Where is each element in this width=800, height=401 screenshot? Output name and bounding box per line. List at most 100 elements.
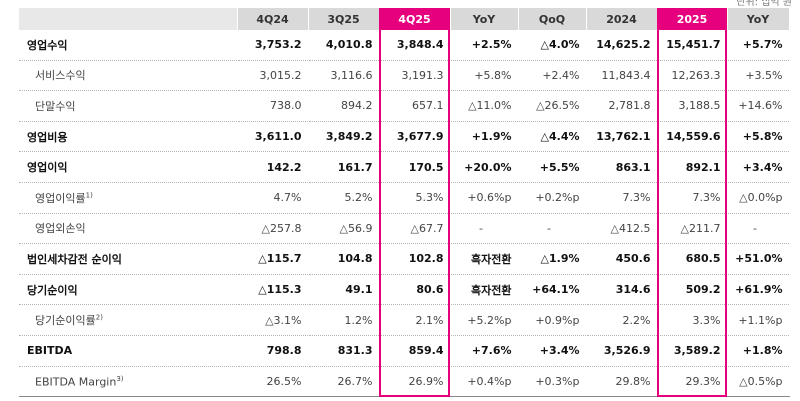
- cell-4q24: 26.5%: [237, 366, 309, 398]
- cell-3q25: 831.3: [308, 335, 380, 367]
- table-row: 영업비용 3,611.0 3,849.2 3,677.9 +1.9% △4.4% 13,76…: [19, 121, 790, 153]
- header-row: 4Q24 3Q25 4Q25 YoY QoQ 2024 2025 YoY: [19, 8, 790, 30]
- cell-yoy-q: -: [450, 213, 519, 245]
- cell-3q25: 5.2%: [308, 182, 380, 214]
- cell-4q25: 657.1: [379, 90, 451, 122]
- cell-qoq: △26.5%: [518, 90, 587, 122]
- cell-4q25: 5.3%: [379, 182, 451, 214]
- table-row: EBITDA 798.8 831.3 859.4 +7.6% +3.4% 3,526.9 3,…: [19, 335, 790, 367]
- cell-3q25: 49.1: [308, 274, 380, 306]
- cell-2024: 13,762.1: [586, 121, 658, 153]
- cell-4q24: △115.3: [237, 274, 309, 306]
- row-label-text: EBITDA Margin: [35, 375, 117, 389]
- row-label: EBITDA Margin3): [19, 366, 238, 398]
- cell-yoy-q: 흑자전환: [450, 274, 519, 306]
- cell-yoy-q: 흑자전환: [450, 243, 519, 275]
- cell-2024: 3,526.9: [586, 335, 658, 367]
- cell-yoy-y: +5.7%: [727, 30, 790, 61]
- header-4q25: 4Q25: [379, 8, 451, 30]
- header-2024: 2024: [586, 8, 658, 30]
- cell-2025: 15,451.7: [657, 30, 728, 61]
- header-4q24: 4Q24: [237, 8, 309, 30]
- table-row: 영업외손익 △257.8 △56.9 △67.7- - △412.5 △211.7-: [19, 213, 790, 245]
- table-row: 영업수익 3,753.2 4,010.8 3,848.4 +2.5% △4.0% 14,62…: [19, 30, 790, 61]
- table-row: 법인세차감전 순이익 △115.7 104.8 102.8 흑자전환 △1.9% 450.6…: [19, 243, 790, 275]
- cell-qoq: +0.3%p: [518, 366, 587, 398]
- row-label: 서비스수익: [19, 60, 238, 92]
- cell-2024: 450.6: [586, 243, 658, 275]
- row-label-text: EBITDA: [27, 344, 73, 358]
- cell-qoq: △1.9%: [518, 243, 587, 275]
- row-label-text: 당기순이익: [27, 283, 78, 297]
- row-label: 영업비용: [19, 121, 238, 153]
- cell-4q25: 26.9%: [379, 366, 451, 398]
- cell-yoy-q: +5.2%p: [450, 304, 519, 336]
- cell-2024: 7.3%: [586, 182, 658, 214]
- cell-4q24: 4.7%: [237, 182, 309, 214]
- cell-yoy-q: +2.5%: [450, 30, 519, 61]
- cell-4q24: △257.8: [237, 213, 309, 245]
- cell-2024: 863.1: [586, 151, 658, 183]
- row-label-text: 영업이익: [27, 161, 68, 175]
- row-label-text: 영업이익률: [35, 191, 86, 205]
- cell-yoy-y: +3.4%: [727, 151, 790, 183]
- cell-4q25: 102.8: [379, 243, 451, 275]
- cell-yoy-q: +5.8%: [450, 60, 519, 92]
- cell-4q24: 3,753.2: [237, 30, 309, 61]
- cell-2024: 14,625.2: [586, 30, 658, 61]
- cell-3q25: 3,116.6: [308, 60, 380, 92]
- cell-4q25: 2.1%: [379, 304, 451, 336]
- cell-yoy-y: +3.5%: [727, 60, 790, 92]
- row-label: 당기순이익률2): [19, 304, 238, 336]
- header-qoq: QoQ: [518, 8, 587, 30]
- cell-4q25: △67.7: [379, 213, 451, 245]
- row-label: 영업이익률1): [19, 182, 238, 214]
- cell-yoy-y: +1.8%: [727, 335, 790, 367]
- cell-qoq: +2.4%: [518, 60, 587, 92]
- cell-2025: 3,589.2: [657, 335, 728, 367]
- cell-qoq: -: [518, 213, 587, 245]
- row-label-text: 법인세차감전 순이익: [27, 252, 122, 266]
- row-label: 당기순이익: [19, 274, 238, 306]
- cell-yoy-q: +0.6%p: [450, 182, 519, 214]
- row-label-text: 영업외손익: [35, 222, 86, 236]
- cell-yoy-y: +61.9%: [727, 274, 790, 306]
- cell-4q25: 3,848.4: [379, 30, 451, 61]
- cell-4q24: 3,015.2: [237, 60, 309, 92]
- cell-2025: 3.3%: [657, 304, 728, 336]
- cell-2025: 14,559.6: [657, 121, 728, 153]
- cell-3q25: 894.2: [308, 90, 380, 122]
- row-label: EBITDA: [19, 335, 238, 367]
- cell-2024: 11,843.4: [586, 60, 658, 92]
- table-row: 영업이익 142.2 161.7 170.5 +20.0% +5.5% 863.1 892.1…: [19, 151, 790, 183]
- row-label: 영업외손익: [19, 213, 238, 245]
- table-row: 당기순이익률2) △3.1% 1.2% 2.1% +5.2%p +0.9%p 2.2% 3.3…: [19, 304, 790, 336]
- cell-3q25: 1.2%: [308, 304, 380, 336]
- header-yoy-annual: YoY: [727, 8, 790, 30]
- cell-2024: △412.5: [586, 213, 658, 245]
- row-label-text: 단말수익: [35, 99, 76, 113]
- cell-4q24: 738.0: [237, 90, 309, 122]
- cell-yoy-q: +0.4%p: [450, 366, 519, 398]
- header-blank: [19, 8, 238, 30]
- table-row: 영업이익률1) 4.7% 5.2% 5.3% +0.6%p +0.2%p 7.3% 7.3% △…: [19, 182, 790, 214]
- cell-yoy-y: +51.0%: [727, 243, 790, 275]
- cell-3q25: 26.7%: [308, 366, 380, 398]
- row-label: 단말수익: [19, 90, 238, 122]
- cell-3q25: 4,010.8: [308, 30, 380, 61]
- header-yoy-quarter: YoY: [450, 8, 519, 30]
- table-row: EBITDA Margin3) 26.5% 26.7% 26.9% +0.4%p +0.3…: [19, 366, 790, 398]
- cell-2024: 2.2%: [586, 304, 658, 336]
- cell-qoq: △4.4%: [518, 121, 587, 153]
- cell-4q25: 170.5: [379, 151, 451, 183]
- cell-3q25: 161.7: [308, 151, 380, 183]
- row-label-text: 당기순이익률: [35, 314, 96, 328]
- cell-yoy-y: △0.0%p: [727, 182, 790, 214]
- cell-yoy-y: +14.6%: [727, 90, 790, 122]
- cell-4q25: 80.6: [379, 274, 451, 306]
- footnote-marker: 2): [95, 313, 103, 322]
- row-label-text: 서비스수익: [35, 69, 86, 83]
- table-row: 당기순이익 △115.3 49.1 80.6 흑자전환 +64.1% 314.6 509.2 +…: [19, 274, 790, 306]
- cell-4q25: 3,191.3: [379, 60, 451, 92]
- header-3q25: 3Q25: [308, 8, 380, 30]
